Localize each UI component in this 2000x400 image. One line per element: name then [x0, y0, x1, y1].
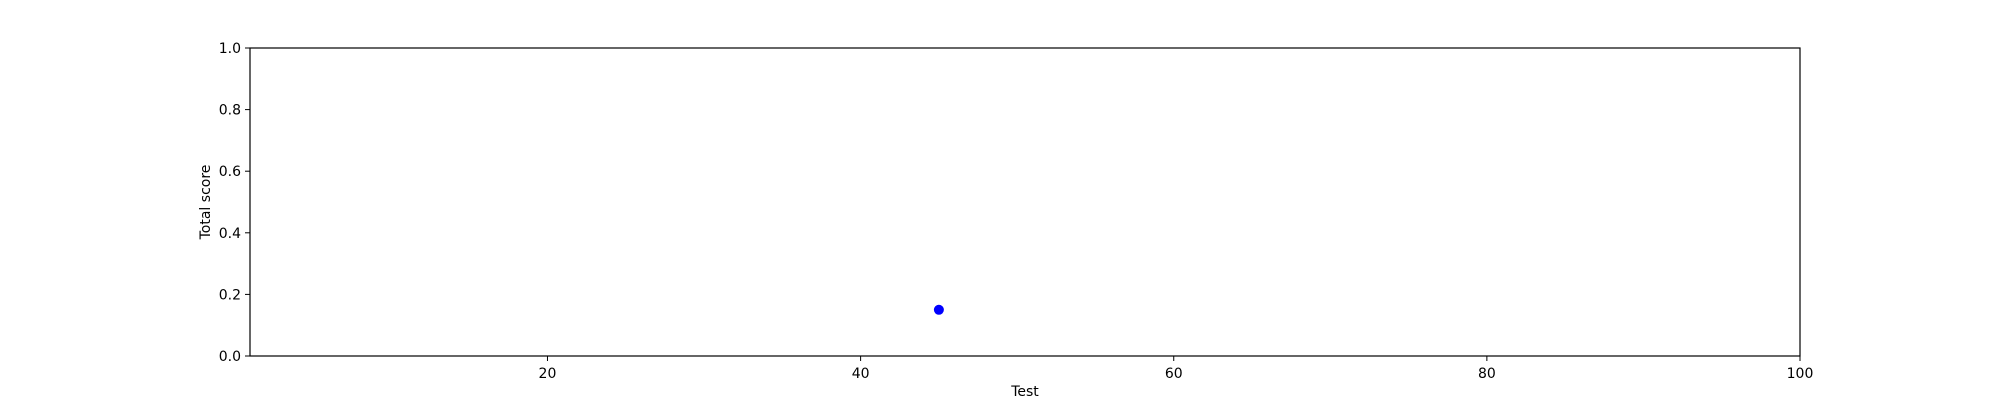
x-tick-label: 60 — [1165, 366, 1183, 382]
x-tick-label: 80 — [1478, 366, 1496, 382]
plot-frame — [249, 47, 1801, 357]
y-tick-label: 0.4 — [219, 226, 241, 242]
data-point — [933, 304, 944, 315]
y-axis-ticks: 0.0 0.2 0.4 0.6 0.8 1.0 — [219, 41, 250, 365]
y-tick-label: 0.2 — [219, 287, 241, 303]
x-axis-label: Test — [1010, 384, 1039, 400]
x-tick-label: 40 — [852, 366, 870, 382]
x-axis-ticks: 20 40 60 80 100 — [539, 356, 1814, 382]
y-tick-label: 0.0 — [219, 349, 241, 365]
data-points — [933, 304, 944, 315]
y-axis-label: Total score — [198, 165, 214, 241]
y-tick-label: 1.0 — [219, 41, 241, 57]
y-tick-label: 0.6 — [219, 164, 241, 180]
y-tick-label: 0.8 — [219, 103, 241, 119]
x-tick-label: 20 — [539, 366, 557, 382]
plot-area — [250, 48, 1800, 356]
x-tick-label: 100 — [1787, 366, 1814, 382]
